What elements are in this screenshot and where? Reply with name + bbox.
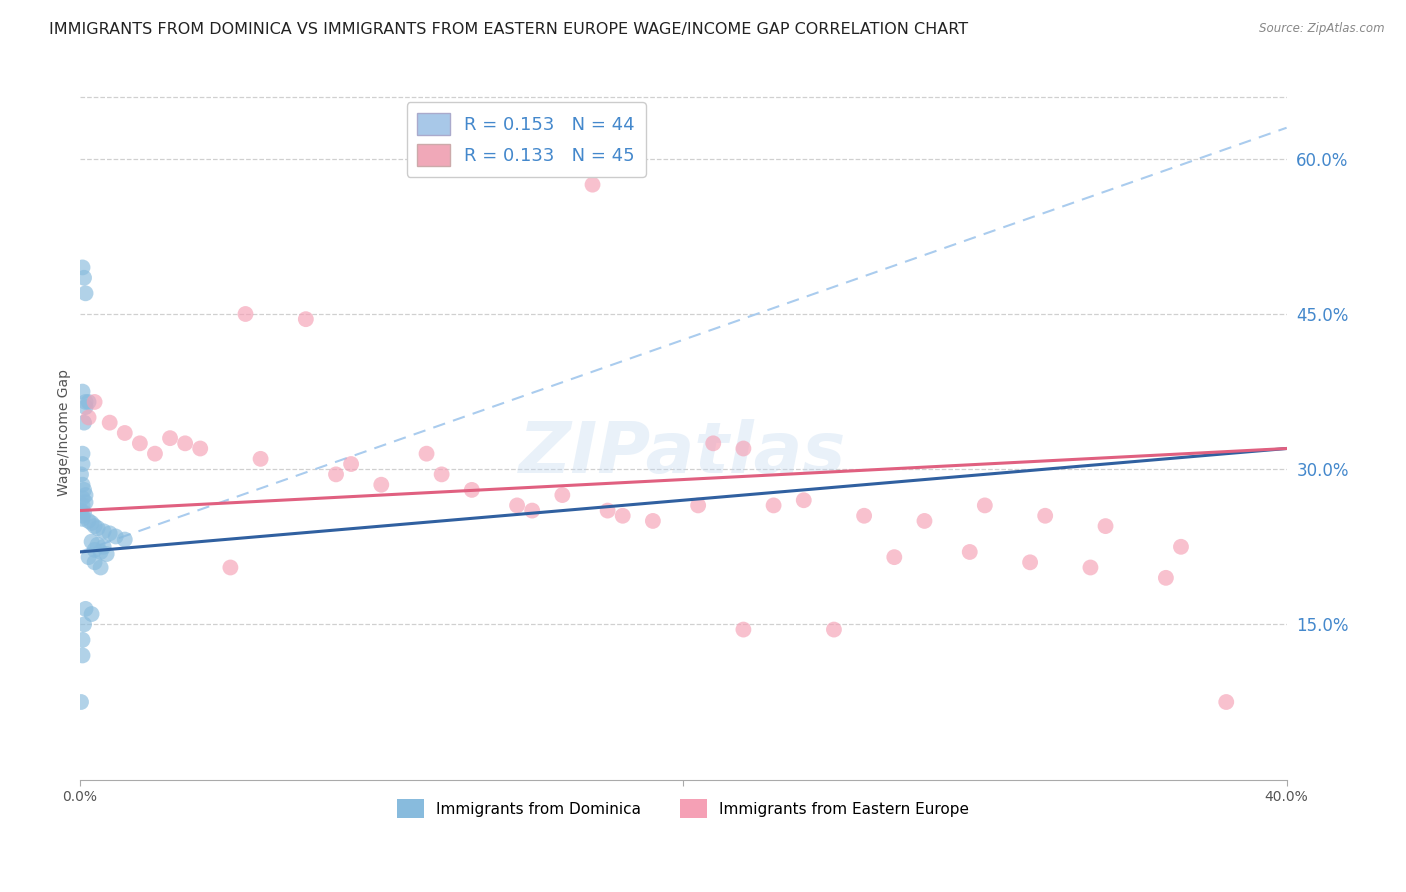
Point	[325, 467, 347, 482]
Point	[77, 410, 100, 425]
Point	[1154, 571, 1177, 585]
Point	[188, 442, 211, 456]
Point	[1019, 555, 1042, 569]
Point	[762, 499, 785, 513]
Point	[73, 617, 96, 632]
Point	[1094, 519, 1116, 533]
Point	[143, 447, 166, 461]
Point	[86, 521, 108, 535]
Point	[83, 395, 105, 409]
Point	[75, 286, 97, 301]
Point	[72, 260, 94, 275]
Point	[219, 560, 242, 574]
Point	[72, 477, 94, 491]
Point	[249, 451, 271, 466]
Point	[340, 457, 363, 471]
Point	[104, 529, 127, 543]
Point	[70, 503, 93, 517]
Point	[174, 436, 197, 450]
Point	[612, 508, 634, 523]
Point	[72, 457, 94, 471]
Point	[80, 534, 103, 549]
Point	[1215, 695, 1237, 709]
Point	[86, 538, 108, 552]
Point	[83, 555, 105, 569]
Y-axis label: Wage/Income Gap: Wage/Income Gap	[58, 369, 72, 497]
Point	[73, 270, 96, 285]
Point	[688, 499, 710, 513]
Point	[96, 547, 118, 561]
Point	[114, 425, 136, 440]
Point	[733, 623, 755, 637]
Point	[1080, 560, 1102, 574]
Point	[77, 395, 100, 409]
Point	[72, 648, 94, 663]
Point	[581, 178, 603, 192]
Point	[461, 483, 484, 497]
Point	[73, 506, 96, 520]
Point	[70, 695, 93, 709]
Point	[80, 607, 103, 621]
Point	[72, 447, 94, 461]
Point	[83, 519, 105, 533]
Point	[641, 514, 664, 528]
Point	[415, 447, 437, 461]
Point	[75, 395, 97, 409]
Point	[72, 508, 94, 523]
Point	[430, 467, 453, 482]
Point	[77, 550, 100, 565]
Point	[75, 488, 97, 502]
Point	[1033, 508, 1056, 523]
Point	[596, 503, 619, 517]
Point	[295, 312, 318, 326]
Point	[83, 542, 105, 557]
Point	[883, 550, 905, 565]
Point	[914, 514, 936, 528]
Point	[73, 483, 96, 497]
Point	[128, 436, 150, 450]
Point	[73, 416, 96, 430]
Text: IMMIGRANTS FROM DOMINICA VS IMMIGRANTS FROM EASTERN EUROPE WAGE/INCOME GAP CORRE: IMMIGRANTS FROM DOMINICA VS IMMIGRANTS F…	[49, 22, 969, 37]
Point	[72, 499, 94, 513]
Point	[1170, 540, 1192, 554]
Point	[90, 545, 112, 559]
Point	[159, 431, 181, 445]
Point	[114, 533, 136, 547]
Point	[70, 467, 93, 482]
Point	[72, 491, 94, 505]
Point	[853, 508, 876, 523]
Point	[72, 512, 94, 526]
Point	[75, 495, 97, 509]
Text: Source: ZipAtlas.com: Source: ZipAtlas.com	[1260, 22, 1385, 36]
Point	[77, 514, 100, 528]
Point	[702, 436, 724, 450]
Legend: Immigrants from Dominica, Immigrants from Eastern Europe: Immigrants from Dominica, Immigrants fro…	[391, 793, 976, 824]
Point	[733, 442, 755, 456]
Point	[235, 307, 257, 321]
Point	[72, 632, 94, 647]
Point	[551, 488, 574, 502]
Point	[793, 493, 815, 508]
Point	[959, 545, 981, 559]
Point	[93, 524, 115, 539]
Point	[973, 499, 995, 513]
Point	[80, 516, 103, 530]
Point	[823, 623, 845, 637]
Point	[506, 499, 529, 513]
Point	[75, 602, 97, 616]
Point	[72, 384, 94, 399]
Point	[93, 540, 115, 554]
Point	[370, 477, 392, 491]
Point	[98, 416, 121, 430]
Point	[520, 503, 543, 517]
Text: ZIPatlas: ZIPatlas	[519, 419, 846, 488]
Point	[98, 526, 121, 541]
Point	[75, 400, 97, 414]
Point	[90, 560, 112, 574]
